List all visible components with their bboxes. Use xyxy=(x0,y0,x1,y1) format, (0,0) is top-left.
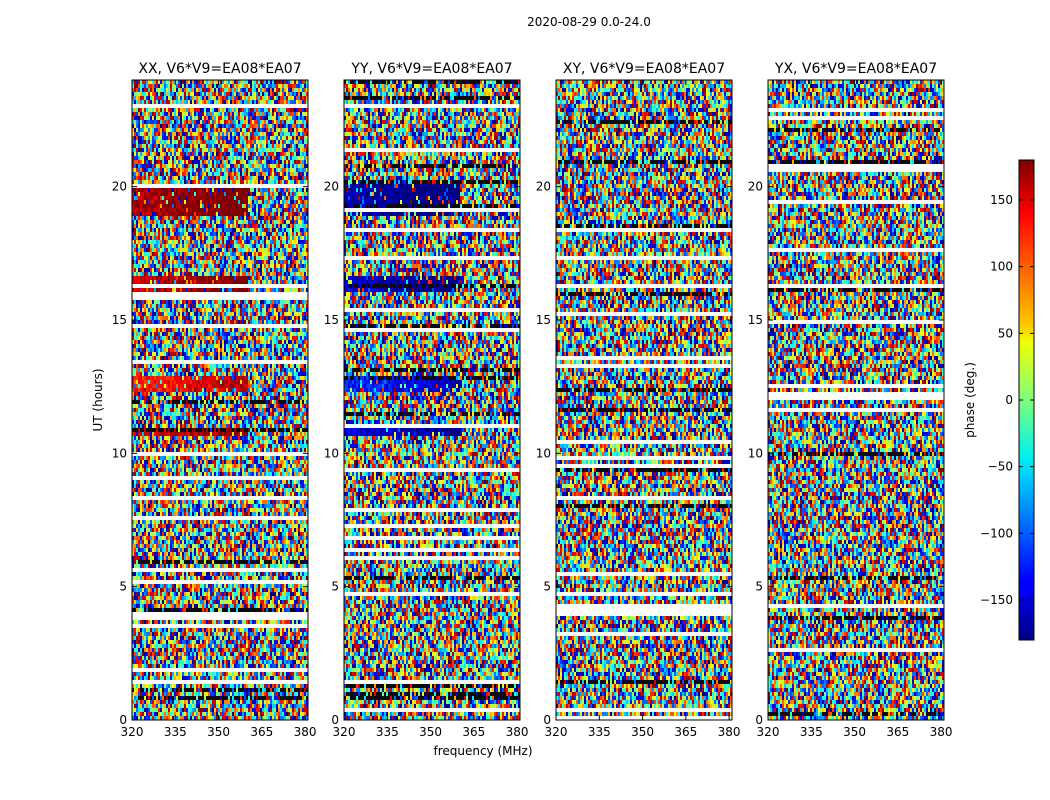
heatmap-yy xyxy=(344,80,520,720)
panels: XX, V6*V9=EA08*EA07 320 335 350 365 380 0 5 10 15… xyxy=(112,61,953,739)
y-tick-label: 20 xyxy=(112,180,127,194)
y-tick-label: 0 xyxy=(331,713,339,727)
y-tick-label: 5 xyxy=(755,580,763,594)
colorbar-label: phase (deg.) xyxy=(963,362,977,438)
colorbar-tick-label: 150 xyxy=(990,193,1013,207)
y-tick-label: 5 xyxy=(543,580,551,594)
panel-title-xx: XX, V6*V9=EA08*EA07 xyxy=(138,61,301,77)
y-tick-label: 15 xyxy=(324,313,339,327)
panel-frame xyxy=(767,79,945,721)
y-tick-label: 0 xyxy=(119,713,127,727)
panel-title-xy: XY, V6*V9=EA08*EA07 xyxy=(563,61,725,77)
y-tick-label: 10 xyxy=(324,446,339,460)
x-tick-label: 320 xyxy=(333,725,356,739)
colorbar-tick-label: −150 xyxy=(980,593,1013,607)
y-tick-label: 10 xyxy=(748,446,763,460)
panel-frame xyxy=(343,79,521,721)
y-tick-label: 0 xyxy=(543,713,551,727)
x-tick-label: 335 xyxy=(800,725,823,739)
x-tick-label: 365 xyxy=(674,725,697,739)
colorbar-tick-label: 100 xyxy=(990,260,1013,274)
x-tick-label: 380 xyxy=(718,725,741,739)
colorbar-tick-label: 50 xyxy=(998,326,1013,340)
x-tick-label: 335 xyxy=(588,725,611,739)
y-axis-label: UT (hours) xyxy=(91,368,105,431)
panel-title-yy: YY, V6*V9=EA08*EA07 xyxy=(350,61,512,77)
panel-xx: XX, V6*V9=EA08*EA07 320 335 350 365 380 0 5 10 15… xyxy=(112,61,317,739)
y-tick-label: 15 xyxy=(536,313,551,327)
colorbar: −150 −100 −50 0 50 100 150 xyxy=(980,159,1035,641)
x-tick-label: 365 xyxy=(250,725,273,739)
x-tick-label: 350 xyxy=(419,725,442,739)
colorbar-tick-label: −50 xyxy=(988,460,1013,474)
x-tick-label: 380 xyxy=(930,725,953,739)
y-tick-label: 0 xyxy=(755,713,763,727)
y-tick-label: 20 xyxy=(536,180,551,194)
x-tick-label: 350 xyxy=(207,725,230,739)
x-tick-label: 350 xyxy=(631,725,654,739)
y-tick-label: 5 xyxy=(331,580,339,594)
y-tick-label: 20 xyxy=(748,180,763,194)
panel-title-yx: YX, V6*V9=EA08*EA07 xyxy=(774,61,937,77)
x-tick-label: 335 xyxy=(164,725,187,739)
panel-yy: YY, V6*V9=EA08*EA07 320 335 350 365 380 0 5 10 15… xyxy=(324,61,529,739)
panel-yx: YX, V6*V9=EA08*EA07 320 335 350 365 380 0 5 10 15… xyxy=(748,61,953,739)
panel-xy: XY, V6*V9=EA08*EA07 320 335 350 365 380 0 5 10 15… xyxy=(536,61,741,739)
panel-frame xyxy=(131,79,309,721)
y-tick-label: 5 xyxy=(119,580,127,594)
x-axis-label: frequency (MHz) xyxy=(433,744,532,758)
x-tick-label: 365 xyxy=(462,725,485,739)
x-tick-label: 320 xyxy=(121,725,144,739)
y-tick-label: 10 xyxy=(536,446,551,460)
heatmap-xx xyxy=(132,80,308,720)
heatmap-yx xyxy=(768,80,944,720)
x-tick-label: 380 xyxy=(506,725,529,739)
y-tick-label: 10 xyxy=(112,446,127,460)
figure-title: 2020-08-29 0.0-24.0 xyxy=(527,15,651,29)
panel-frame xyxy=(555,79,733,721)
x-tick-label: 320 xyxy=(545,725,568,739)
x-tick-label: 350 xyxy=(843,725,866,739)
x-tick-label: 335 xyxy=(376,725,399,739)
y-tick-label: 15 xyxy=(748,313,763,327)
x-tick-label: 380 xyxy=(294,725,317,739)
colorbar-tick-label: 0 xyxy=(1005,393,1013,407)
x-tick-label: 320 xyxy=(757,725,780,739)
y-tick-label: 15 xyxy=(112,313,127,327)
colorbar-tick-label: −100 xyxy=(980,526,1013,540)
x-tick-label: 365 xyxy=(886,725,909,739)
heatmap-xy xyxy=(556,80,732,720)
y-tick-label: 20 xyxy=(324,180,339,194)
